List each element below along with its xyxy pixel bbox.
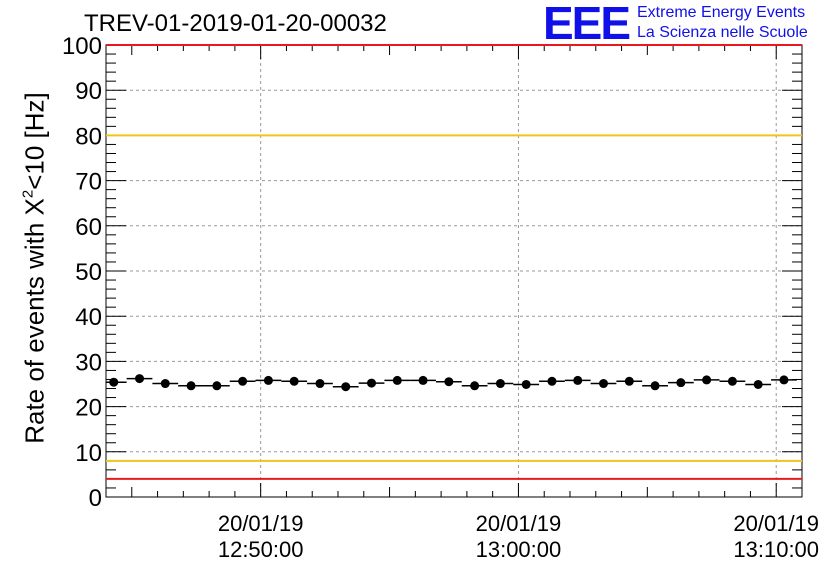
y-axis-label-suffix: <10 [Hz] [19, 92, 50, 190]
y-tick-label: 50 [75, 259, 102, 286]
series-rate [106, 374, 797, 392]
x-tick-time-label: 13:10:00 [733, 537, 819, 562]
y-axis-label-sup: 2 [19, 189, 37, 199]
data-point [212, 381, 222, 391]
y-tick-label: 0 [89, 485, 102, 512]
data-point [779, 375, 789, 385]
data-point [315, 379, 325, 389]
y-tick-label: 60 [75, 214, 102, 241]
data-point [650, 381, 660, 391]
data-point [418, 375, 428, 385]
y-tick-label: 90 [75, 78, 102, 105]
data-point [521, 379, 531, 389]
data-point [341, 382, 351, 392]
eee-logo: EEE [543, 0, 631, 49]
data-point [573, 375, 583, 385]
y-tick-label: 100 [62, 33, 102, 60]
data-point [495, 379, 505, 389]
x-tick-time-label: 13:00:00 [476, 537, 562, 562]
data-point [547, 376, 557, 386]
data-point [135, 374, 145, 384]
chart-title: TREV-01-2019-01-20-00032 [84, 10, 387, 37]
y-tick-label: 10 [75, 440, 102, 467]
data-point [367, 378, 377, 388]
data-point [186, 381, 196, 391]
data-point [109, 377, 119, 387]
y-tick-label: 20 [75, 395, 102, 422]
y-tick-label: 30 [75, 349, 102, 376]
data-point [470, 381, 480, 391]
logo-subtitle-line2: La Scienza nelle Scuole [637, 24, 808, 41]
y-axis-label-prefix: Rate of events with X [19, 198, 50, 444]
x-tick-date-label: 20/01/19 [218, 511, 304, 536]
data-point [599, 379, 609, 389]
x-tick-date-label: 20/01/19 [476, 511, 562, 536]
logo-subtitle-line1: Extreme Energy Events [637, 4, 806, 21]
data-point [676, 378, 686, 388]
y-tick-label: 70 [75, 169, 102, 196]
data-point [392, 375, 402, 385]
data-point [702, 375, 712, 385]
data-point [289, 376, 299, 386]
data-point [753, 379, 763, 389]
x-tick-date-label: 20/01/19 [733, 511, 819, 536]
y-axis-label: Rate of events with X2<10 [Hz] [20, 92, 51, 444]
data-point [444, 377, 454, 387]
data-point [727, 376, 737, 386]
y-tick-label: 40 [75, 304, 102, 331]
x-tick-time-label: 12:50:00 [218, 537, 304, 562]
y-tick-label: 80 [75, 123, 102, 150]
data-point [624, 376, 634, 386]
data-point [263, 375, 273, 385]
data-point [238, 376, 248, 386]
data-point [160, 379, 170, 389]
